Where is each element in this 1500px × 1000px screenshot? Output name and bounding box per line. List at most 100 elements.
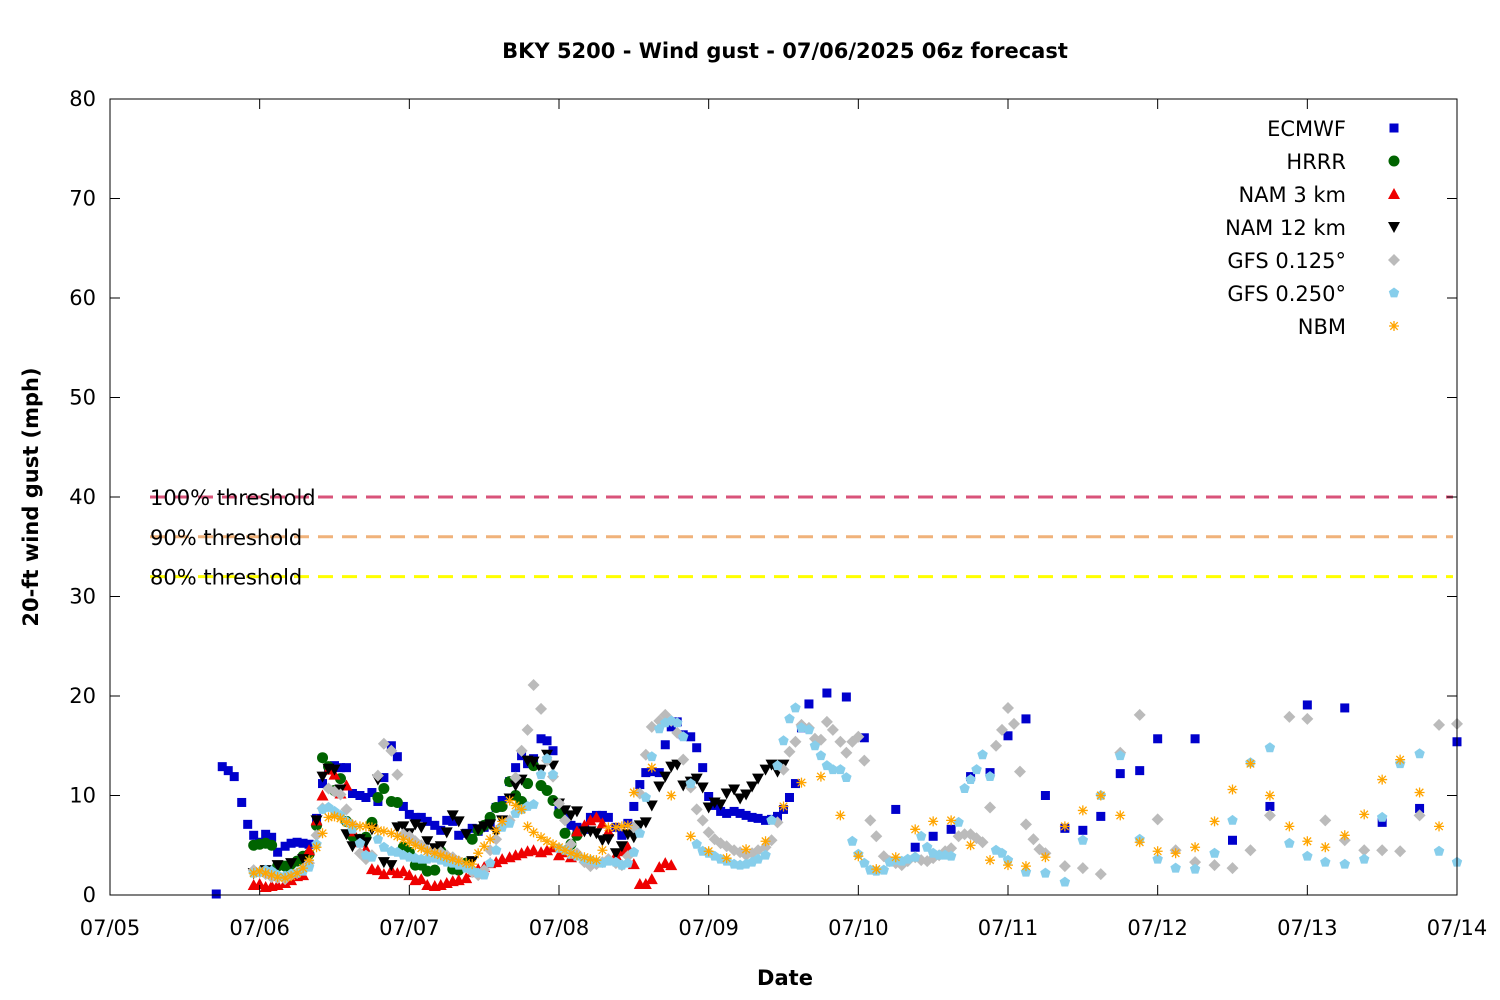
data-point xyxy=(645,800,658,812)
data-point xyxy=(615,841,628,853)
data-point xyxy=(415,822,428,834)
data-point xyxy=(416,812,426,822)
data-point xyxy=(346,841,359,853)
data-point xyxy=(815,750,827,761)
legend-marker xyxy=(1389,321,1399,331)
data-point xyxy=(254,866,265,877)
data-point xyxy=(859,733,869,743)
data-point xyxy=(460,872,473,884)
series-nbm xyxy=(248,754,1445,884)
data-point xyxy=(1376,844,1389,857)
data-point xyxy=(466,833,478,845)
data-point xyxy=(521,723,534,736)
data-point xyxy=(1228,835,1237,845)
data-point xyxy=(491,825,502,836)
data-point xyxy=(416,843,427,854)
data-point xyxy=(1263,809,1276,822)
data-point xyxy=(460,829,473,841)
data-point xyxy=(548,839,559,850)
data-point xyxy=(398,801,408,811)
data-point xyxy=(366,822,377,833)
data-point xyxy=(645,720,658,733)
data-point xyxy=(548,746,558,756)
data-point xyxy=(541,844,554,856)
data-point xyxy=(392,831,403,842)
data-point xyxy=(316,771,329,783)
data-point xyxy=(591,855,602,866)
data-point xyxy=(403,869,416,881)
data-point xyxy=(371,769,384,782)
data-point xyxy=(609,848,622,860)
data-point xyxy=(441,852,452,863)
data-point xyxy=(804,699,814,709)
data-point xyxy=(528,827,539,838)
data-point xyxy=(1319,814,1332,827)
data-point xyxy=(1414,787,1425,798)
data-point xyxy=(404,837,415,848)
y-tick-label: 60 xyxy=(69,286,96,310)
data-point xyxy=(928,831,938,841)
data-point xyxy=(379,773,389,783)
data-point xyxy=(354,837,366,848)
data-point xyxy=(996,847,1008,858)
data-point xyxy=(1190,842,1201,853)
data-point xyxy=(965,840,976,851)
data-point xyxy=(1283,710,1296,723)
data-point xyxy=(1264,742,1276,753)
data-point xyxy=(953,816,964,827)
data-point xyxy=(392,752,402,762)
threshold-lines: 100% threshold 90% threshold 80% threshold xyxy=(150,486,1453,590)
data-point xyxy=(1265,801,1275,811)
data-point xyxy=(790,702,801,713)
data-point xyxy=(292,837,302,847)
data-point xyxy=(316,789,329,801)
data-point xyxy=(422,853,433,864)
legend-marker xyxy=(1388,155,1400,167)
data-point xyxy=(328,764,341,776)
data-point xyxy=(453,856,464,867)
data-point xyxy=(355,791,365,800)
data-point xyxy=(266,839,278,851)
data-point xyxy=(435,850,446,861)
legend-label: NBM xyxy=(1298,315,1346,339)
x-tick-label: 07/11 xyxy=(978,916,1039,940)
data-point xyxy=(522,821,533,832)
data-point xyxy=(852,730,865,743)
data-point xyxy=(422,846,433,857)
data-point xyxy=(1151,813,1164,826)
data-point xyxy=(910,851,921,862)
data-point xyxy=(653,781,666,793)
data-point xyxy=(409,819,422,831)
legend-label: NAM 12 km xyxy=(1225,216,1346,240)
data-point xyxy=(1095,790,1106,801)
data-point xyxy=(385,860,398,872)
data-point xyxy=(472,824,485,836)
data-point xyxy=(467,859,478,870)
data-point xyxy=(504,795,515,806)
data-point xyxy=(271,860,284,872)
data-point xyxy=(510,800,521,811)
data-point xyxy=(1135,766,1145,776)
data-point xyxy=(354,821,365,832)
data-point xyxy=(1058,860,1071,873)
chart-title: BKY 5200 - Wind gust - 07/06/2025 06z fo… xyxy=(502,39,1068,63)
x-tick-label: 07/09 xyxy=(678,916,739,940)
data-point xyxy=(1189,856,1202,869)
data-point xyxy=(616,821,627,832)
data-point xyxy=(971,764,982,775)
data-point xyxy=(1040,791,1050,800)
data-point xyxy=(323,812,334,823)
data-point xyxy=(1415,803,1425,813)
data-point xyxy=(660,740,670,750)
data-point xyxy=(541,753,553,764)
data-point xyxy=(559,827,571,839)
data-point xyxy=(959,783,970,793)
data-point xyxy=(691,838,702,849)
data-point xyxy=(341,817,352,828)
data-point xyxy=(610,822,621,833)
data-point xyxy=(361,792,371,802)
data-point xyxy=(484,857,496,868)
data-point xyxy=(622,857,634,868)
data-point xyxy=(752,773,765,785)
data-point xyxy=(1007,717,1020,730)
